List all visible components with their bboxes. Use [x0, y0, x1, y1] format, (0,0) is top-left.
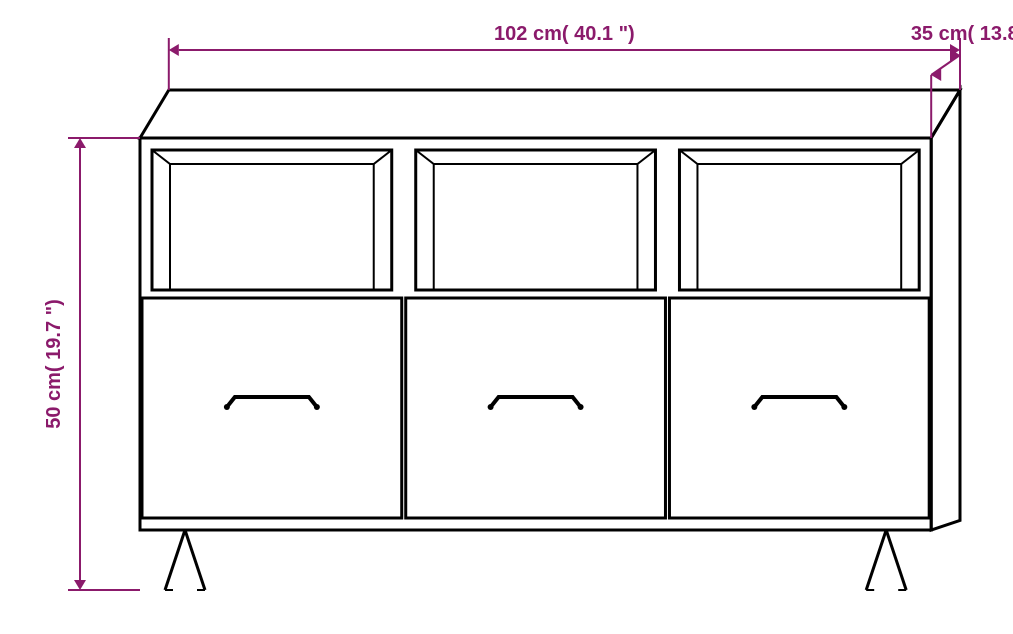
dimension-arrow [74, 580, 86, 590]
leg [866, 530, 886, 590]
leg [886, 530, 906, 590]
shelf-opening [416, 150, 656, 290]
shelf-opening [679, 150, 919, 290]
shelf-depth-top [679, 150, 919, 164]
handle-mount [841, 404, 847, 410]
shelf-opening [152, 150, 392, 290]
leg [165, 530, 185, 590]
handle-mount [751, 404, 757, 410]
drawer-handle [227, 397, 317, 407]
drawer-front [406, 298, 666, 518]
dimension-line-depth [931, 55, 960, 75]
handle-mount [488, 404, 494, 410]
cabinet-front [140, 138, 931, 530]
drawer-front [142, 298, 402, 518]
dimension-label-depth: 35 cm( 13.8 ") [911, 23, 1013, 45]
shelf-depth-top [416, 150, 656, 164]
drawer-handle [491, 397, 581, 407]
dimension-arrow [74, 138, 86, 148]
handle-mount [314, 404, 320, 410]
dimension-label-width: 102 cm( 40.1 ") [494, 23, 635, 45]
dimension-label-height: 50 cm( 19.7 ") [43, 299, 65, 429]
cabinet-side [931, 90, 960, 530]
handle-mount [224, 404, 230, 410]
drawer-front [669, 298, 929, 518]
dimension-arrow [169, 44, 179, 56]
handle-mount [578, 404, 584, 410]
shelf-depth-top [152, 150, 392, 164]
cabinet-top [140, 90, 960, 138]
drawer-handle [754, 397, 844, 407]
leg [185, 530, 205, 590]
